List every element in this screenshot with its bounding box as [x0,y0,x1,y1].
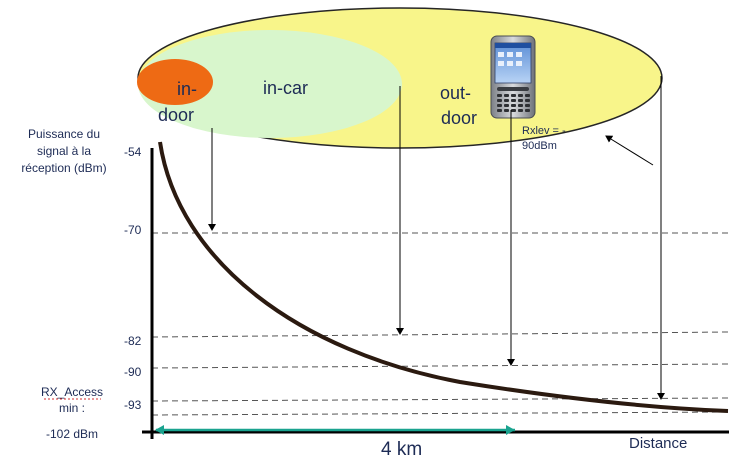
ref-line-82 [151,331,730,338]
pda-phone-icon [490,35,536,119]
x-axis-label: Distance [629,435,687,452]
y-axis-title-line3: réception (dBm) [21,161,106,175]
y-axis-title-line1: Puissance du [28,127,100,141]
outdoor-label-line1: out- [440,83,471,103]
y-tick-54: -54 [124,145,142,159]
y-tick-70: -70 [124,223,142,237]
rxlev-label-line2: 90dBm [522,140,557,152]
rx-access-line2: min : [59,401,85,415]
rxlev-pointer-arrow [605,135,654,166]
rx-access-value: -102 dBm [46,427,98,441]
y-tick-82: -82 [124,334,142,348]
outdoor-label-line2: door [441,108,477,128]
rxlev-label-line1: Rxlev = - [522,125,566,137]
ref-line-90 [151,363,730,369]
ref-line-93 [151,397,730,402]
incar-zone [138,30,402,138]
incar-label: in-car [263,78,308,98]
y-axis-title-line2: signal à la [37,144,91,158]
zone-drop-arrows [208,76,665,400]
y-tick-93: -93 [124,398,142,412]
signal-curve [158,141,729,413]
ref-line-min [151,411,730,416]
indoor-label-line1: in- [177,79,197,99]
distance-marker-label: 4 km [381,439,422,457]
reference-lines [151,232,730,416]
indoor-zone [137,59,213,105]
rx-access-line1: RX_Access [41,385,103,399]
indoor-label-line2: door [158,105,194,125]
y-tick-90: -90 [124,365,142,379]
